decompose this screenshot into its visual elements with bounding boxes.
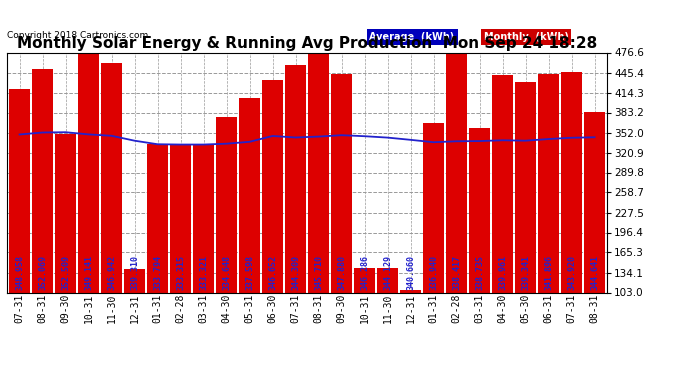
Text: 352.509: 352.509 [61,255,70,290]
Text: 340.660: 340.660 [406,255,415,290]
Text: 334.648: 334.648 [222,255,231,290]
Bar [331,75,353,292]
Text: 333.321: 333.321 [199,255,208,290]
Bar [515,82,537,292]
Text: 333.794: 333.794 [153,255,162,290]
Bar [146,144,168,292]
Text: Copyright 2018 Cartronics.com: Copyright 2018 Cartronics.com [7,32,148,40]
Text: 352.069: 352.069 [38,255,47,290]
Bar [193,144,215,292]
Text: Monthly  (kWh): Monthly (kWh) [484,32,569,42]
Text: 339.961: 339.961 [498,255,507,290]
Bar [55,134,77,292]
Text: 336.940: 336.940 [429,255,438,290]
Bar [446,50,468,292]
Text: 347.880: 347.880 [337,255,346,290]
Bar [308,51,330,292]
Bar [560,72,582,292]
Text: 344.641: 344.641 [590,255,599,290]
Bar [284,65,306,292]
Text: 346.942: 346.942 [107,255,116,290]
Text: 338.735: 338.735 [475,255,484,290]
Text: 339.310: 339.310 [130,255,139,290]
Bar [400,290,422,292]
Text: 344.129: 344.129 [383,255,392,290]
Text: 338.417: 338.417 [452,255,461,290]
Text: 343.920: 343.920 [567,255,576,290]
Text: 346.286: 346.286 [360,255,369,290]
Bar [101,63,123,292]
Bar [216,117,237,292]
Bar [239,98,261,292]
Bar [32,69,54,292]
Text: 339.341: 339.341 [521,255,530,290]
Bar [538,74,560,292]
Title: Monthly Solar Energy & Running Avg Production  Mon Sep 24 18:28: Monthly Solar Energy & Running Avg Produ… [17,36,597,51]
Bar [77,43,99,292]
Text: 348.958: 348.958 [15,255,24,290]
Bar [469,128,491,292]
Bar [491,75,513,292]
Text: 346.652: 346.652 [268,255,277,290]
Text: 349.141: 349.141 [84,255,93,290]
Text: 337.598: 337.598 [245,255,254,290]
Bar [262,80,284,292]
Bar [584,112,605,292]
Bar [422,123,444,292]
Text: 333.315: 333.315 [176,255,185,290]
Bar [353,268,375,292]
Text: 345.710: 345.710 [314,255,323,290]
Text: 341.896: 341.896 [544,255,553,290]
Bar [170,145,192,292]
Bar [9,89,30,292]
Bar [377,268,399,292]
Text: 344.309: 344.309 [291,255,300,290]
Text: Average  (kWh): Average (kWh) [369,32,455,42]
Bar [124,269,146,292]
